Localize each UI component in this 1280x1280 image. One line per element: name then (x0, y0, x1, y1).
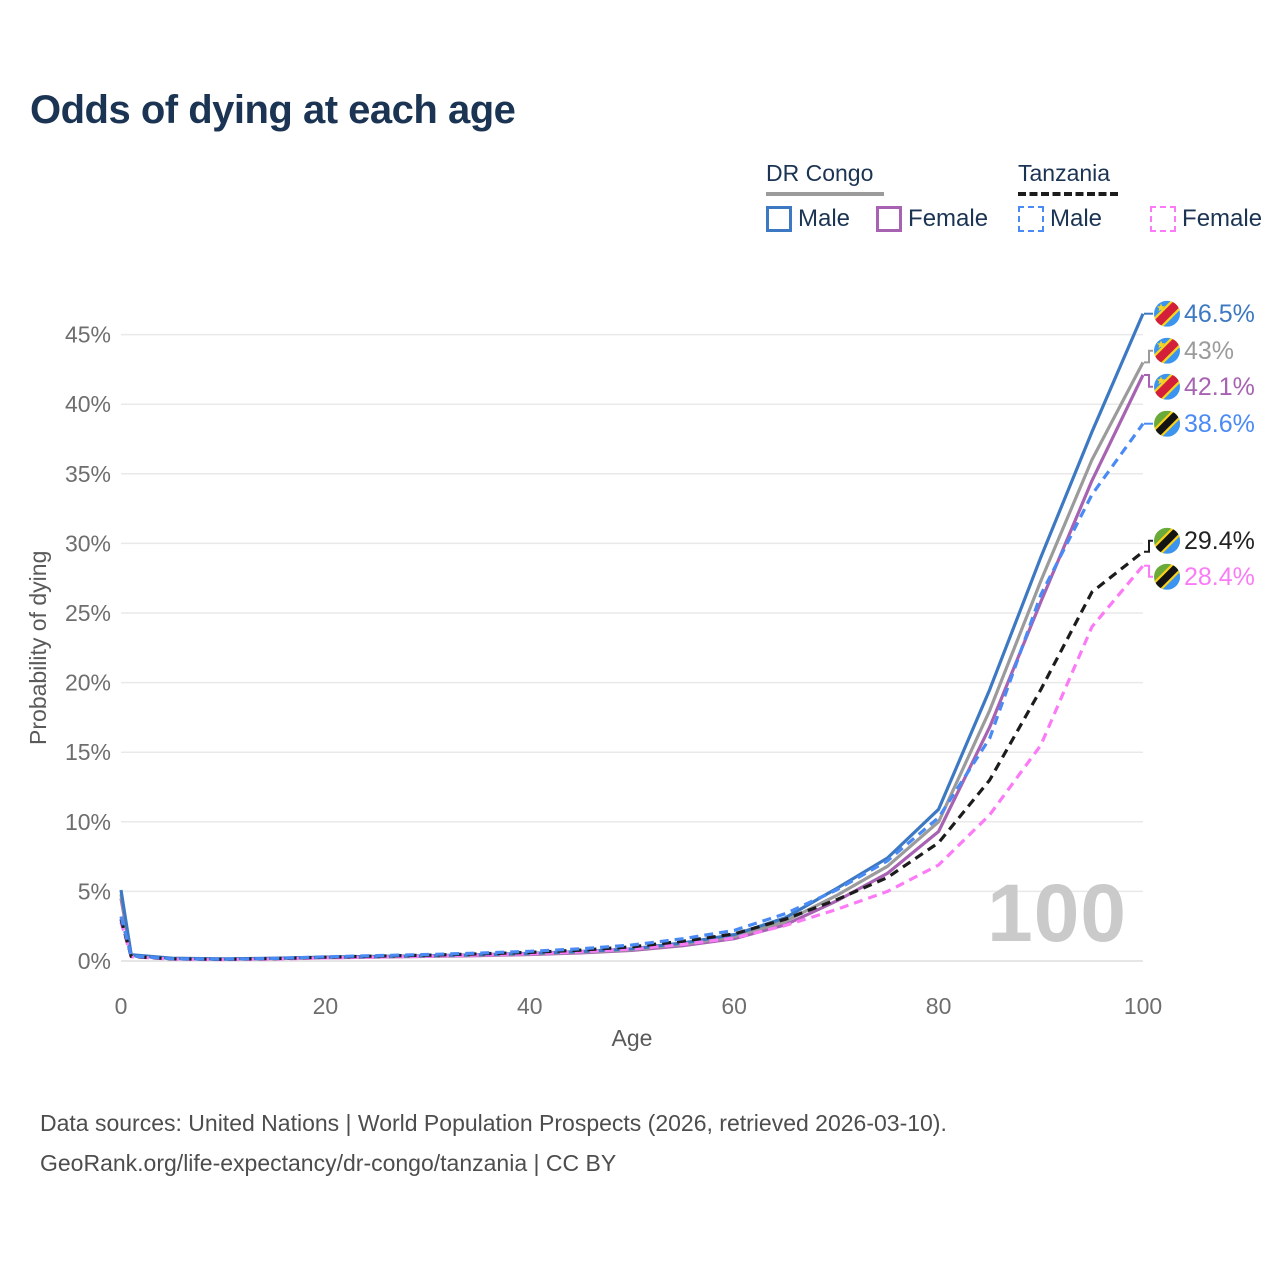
x-tick-label: 80 (926, 993, 952, 1019)
legend-label-male: Male (798, 205, 851, 232)
dr-congo-line-style-swatch (766, 192, 884, 196)
y-tick-label: 5% (78, 878, 111, 904)
y-tick-label: 40% (65, 391, 111, 417)
legend-country-dr-congo[interactable]: DR Congo (766, 160, 874, 186)
y-axis-title: Probability of dying (25, 551, 51, 745)
end-value-label-drc-male: 46.5% (1184, 300, 1255, 328)
y-tick-label: 0% (78, 948, 111, 974)
label-connector-drc-female (1144, 374, 1153, 388)
y-tick-label: 30% (65, 530, 111, 556)
dr-congo-flag-icon (1154, 373, 1180, 400)
end-value-label-drc-both: 43% (1184, 337, 1234, 365)
end-value-label-drc-female: 42.1% (1184, 373, 1255, 401)
legend-group-tanzania: Tanzania Male Female (1018, 160, 1280, 233)
x-tick-label: 40 (517, 993, 543, 1019)
tanzania-flag-icon (1154, 527, 1180, 554)
end-value-label-tz-female: 28.4% (1184, 563, 1255, 591)
tanzania-flag-icon (1154, 410, 1180, 437)
legend-item-tanzania-male[interactable]: Male (1018, 205, 1102, 233)
end-value-label-tz-both: 29.4% (1184, 527, 1255, 555)
x-axis-title: Age (612, 1025, 653, 1051)
legend-country-tanzania[interactable]: Tanzania (1018, 160, 1111, 186)
legend-label-male: Male (1050, 205, 1103, 232)
dr-congo-flag-icon (1154, 337, 1180, 364)
dr-congo-flag-icon (1154, 300, 1180, 327)
x-tick-label: 20 (313, 993, 339, 1019)
y-tick-label: 10% (65, 809, 111, 835)
legend-group-dr-congo: DR Congo Male Female (766, 160, 1014, 233)
tanzania-female-swatch-icon (1150, 206, 1177, 232)
series-line-drc-male[interactable] (119, 313, 1145, 961)
dr-congo-male-swatch-icon (766, 206, 792, 232)
legend-item-dr-congo-male[interactable]: Male (766, 205, 850, 233)
chart-footer: Data sources: United Nations | World Pop… (40, 1103, 947, 1183)
label-connector-tz-female (1144, 564, 1153, 578)
dr-congo-female-swatch-icon (876, 206, 903, 232)
series-line-tz-male[interactable] (119, 422, 1145, 961)
y-tick-label: 20% (65, 670, 111, 696)
x-tick-label: 100 (1124, 993, 1162, 1019)
legend-label-female: Female (1182, 205, 1263, 232)
y-tick-label: 45% (65, 322, 111, 348)
tanzania-flag-icon (1154, 563, 1180, 590)
legend-item-dr-congo-female[interactable]: Female (876, 205, 988, 233)
label-connector-drc-both (1144, 349, 1153, 364)
y-tick-label: 35% (65, 461, 111, 487)
tanzania-line-style-swatch (1018, 192, 1118, 196)
legend-item-tanzania-female[interactable]: Female (1150, 205, 1262, 233)
page-title: Odds of dying at each age (30, 88, 516, 132)
end-value-label-tz-male: 38.6% (1184, 410, 1255, 438)
tanzania-male-swatch-icon (1018, 206, 1044, 232)
x-tick-label: 0 (115, 993, 128, 1019)
y-tick-label: 25% (65, 600, 111, 626)
y-tick-label: 15% (65, 739, 111, 765)
data-sources-line: Data sources: United Nations | World Pop… (40, 1110, 947, 1136)
legend-label-female: Female (908, 205, 989, 232)
attribution-line: GeoRank.org/life-expectancy/dr-congo/tan… (40, 1150, 617, 1176)
label-connector-tz-both (1144, 539, 1153, 553)
age-watermark: 100 (987, 868, 1127, 959)
x-tick-label: 60 (721, 993, 747, 1019)
